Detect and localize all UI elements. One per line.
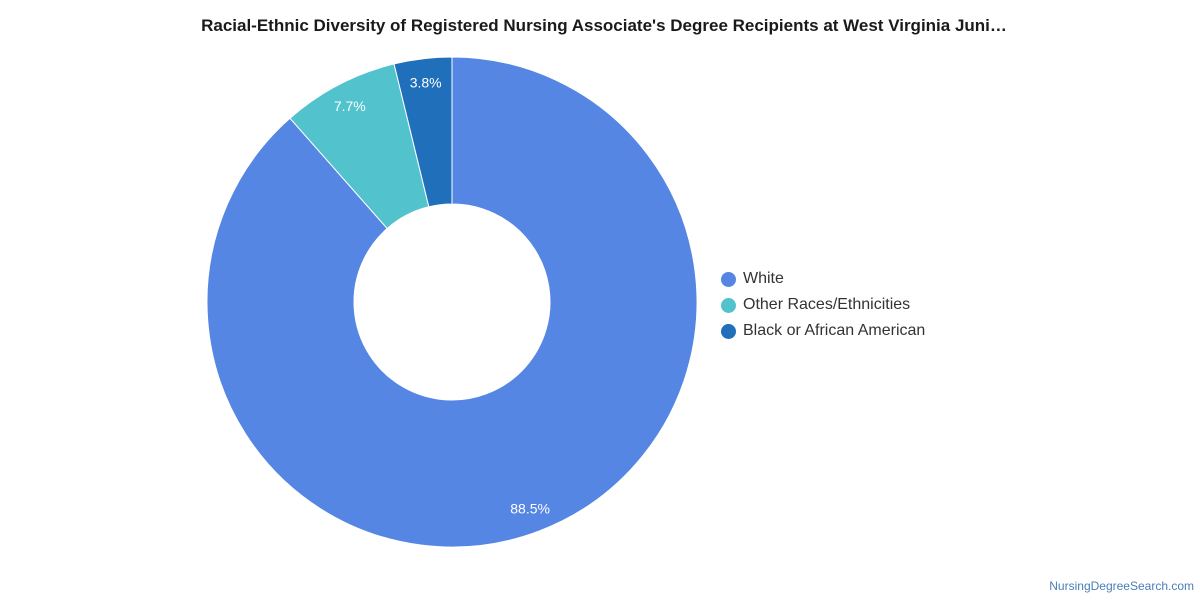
chart-title: Racial-Ethnic Diversity of Registered Nu…: [201, 16, 1007, 35]
legend-label: White: [743, 270, 784, 287]
legend-marker-icon: [721, 323, 736, 339]
legend-marker-icon: [721, 297, 736, 313]
donut-slice-white[interactable]: [206, 56, 698, 548]
legend-marker-icon: [721, 271, 736, 287]
slice-value-label: 7.7%: [334, 98, 366, 114]
source-credit-link[interactable]: NursingDegreeSearch.com: [1049, 579, 1194, 593]
legend-item-other-races[interactable]: Other Races/Ethnicities: [721, 292, 925, 318]
chart-legend: White Other Races/Ethnicities Black or A…: [721, 266, 925, 344]
donut-slice-black-or-african-american[interactable]: [393, 56, 453, 208]
legend-label: Other Races/Ethnicities: [743, 296, 911, 313]
legend-item-black-african-american[interactable]: Black or African American: [721, 318, 925, 344]
legend-label: Black or African American: [743, 322, 926, 339]
legend-item-white[interactable]: White: [721, 266, 925, 292]
slice-value-label: 3.8%: [410, 75, 442, 91]
slice-value-label: 88.5%: [510, 501, 550, 517]
